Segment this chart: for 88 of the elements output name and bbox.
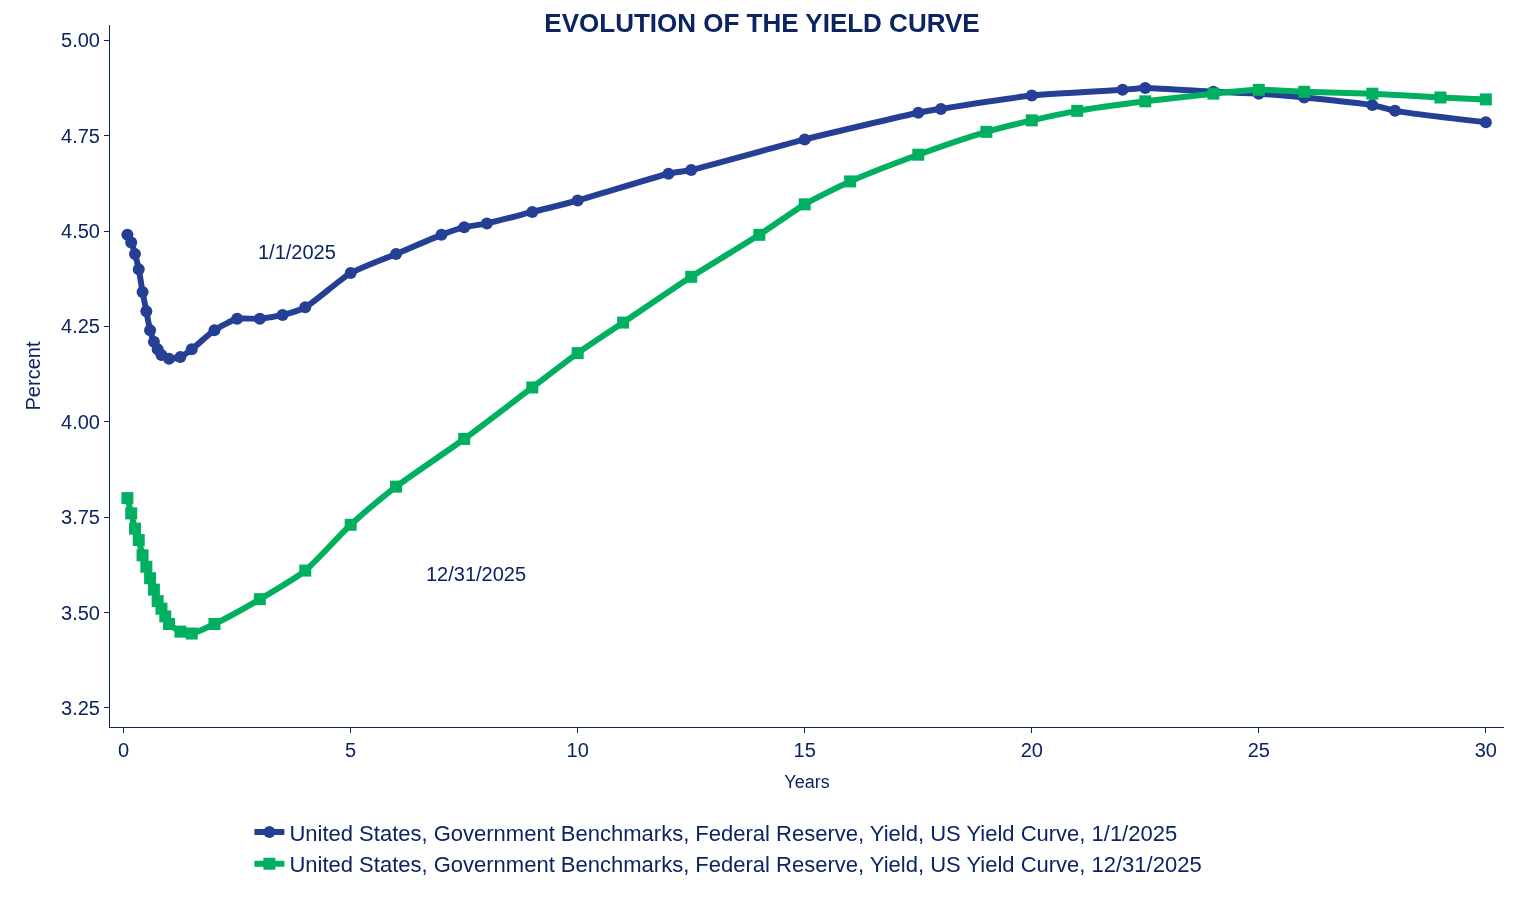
point [299,301,312,314]
x-tick-label: 25 [1247,739,1270,761]
point [121,492,134,505]
point [147,583,160,596]
point [458,432,471,445]
point [128,522,141,535]
point [1025,89,1038,102]
y-tick-label: 4.00 [61,410,100,433]
point [253,593,266,606]
point [299,564,312,577]
chart-title: EVOLUTION OF THE YIELD CURVE [544,7,980,38]
point [144,572,157,585]
point [185,343,198,356]
point [1139,81,1152,94]
point [1071,104,1084,117]
x-axis-title: Years [784,772,830,793]
annotation: 1/1/2025 [258,241,336,263]
point [685,163,698,176]
point [526,205,539,218]
point [208,617,221,630]
point [753,228,766,241]
y-tick-label: 4.75 [61,124,100,147]
point [185,627,198,640]
point [435,228,448,241]
point [344,266,357,279]
x-tick-label: 0 [118,739,130,761]
point [132,263,145,276]
point [125,236,138,249]
point [132,534,145,547]
x-tick-label: 20 [1020,739,1043,761]
x-tick-label: 10 [566,739,589,761]
point [344,518,357,531]
point [390,247,403,260]
point [798,133,811,146]
point [1139,95,1152,108]
annotation: 12/31/2025 [426,563,527,585]
point [231,312,244,325]
point [844,175,857,188]
point [662,167,675,180]
point [526,381,539,394]
y-tick-label: 3.75 [61,506,100,529]
point [571,194,584,207]
point [128,247,141,260]
legend-label: United States, Government Benchmarks, Federal Reserve, Yield, US Yield Curve, 1/1/2025 [289,820,1178,846]
point [1434,91,1447,104]
x-tick-label: 30 [1474,739,1497,761]
point [1252,83,1265,96]
point [136,549,149,562]
point [685,270,698,283]
point [1389,104,1402,117]
x-tick-label: 5 [345,739,357,761]
point [174,625,187,638]
point [390,480,403,493]
point [1366,99,1379,112]
point [1025,114,1038,127]
y-tick-label: 3.25 [61,696,100,719]
point [125,507,138,520]
y-tick-label: 5.00 [61,29,100,52]
y-tick-label: 3.50 [61,601,100,624]
point [1116,83,1129,96]
point [980,125,993,138]
point [798,198,811,211]
point [1298,85,1311,98]
point [253,312,266,325]
y-tick-label: 4.25 [61,315,100,338]
y-tick-label: 4.50 [61,220,100,243]
point [1366,87,1379,100]
point [617,316,630,329]
point [1479,116,1492,129]
point [208,324,221,337]
point [912,148,925,161]
y-axis-title: Percent [21,341,44,411]
point [144,324,157,337]
point [163,352,176,365]
point [276,308,289,321]
point [571,347,584,360]
point [136,286,149,299]
point [912,106,925,119]
point [934,102,947,115]
point [480,217,493,230]
point [1479,93,1492,106]
point [458,221,471,234]
point [174,350,187,363]
point [140,560,153,573]
point [140,305,153,318]
x-tick-label: 15 [793,739,816,761]
legend-label: United States, Government Benchmarks, Federal Reserve, Yield, US Yield Curve, 12/31/2025 [289,852,1202,878]
point [163,617,176,630]
